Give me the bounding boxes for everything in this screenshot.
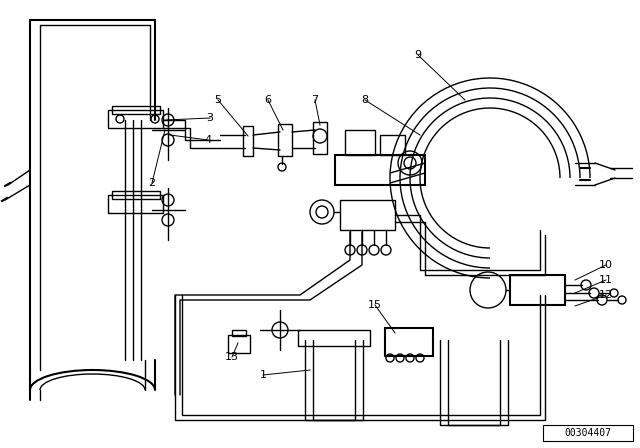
Text: 1: 1 [259, 370, 266, 380]
Text: 2: 2 [148, 178, 156, 188]
Text: 6: 6 [264, 95, 271, 105]
Text: 11: 11 [599, 275, 613, 285]
Bar [232, 330, 246, 336]
Bar [385, 328, 433, 356]
Text: 13: 13 [225, 352, 239, 362]
Bar [335, 155, 425, 185]
Text: 9: 9 [415, 50, 422, 60]
Bar [543, 425, 633, 441]
Text: 8: 8 [362, 95, 369, 105]
Text: 7: 7 [312, 95, 319, 105]
Bar [243, 126, 253, 156]
Text: 10: 10 [599, 260, 613, 270]
Text: 15: 15 [368, 300, 382, 310]
Bar [340, 200, 395, 230]
Bar [112, 106, 160, 114]
Bar [228, 335, 250, 353]
Text: 12: 12 [599, 290, 613, 300]
Bar [112, 191, 160, 199]
Bar [510, 275, 565, 305]
Bar [380, 135, 405, 155]
Bar [108, 195, 163, 213]
Bar [298, 330, 370, 346]
Text: 3: 3 [207, 113, 214, 123]
Bar [108, 110, 163, 128]
Bar [278, 124, 292, 156]
Text: 4: 4 [204, 135, 212, 145]
Text: 00304407: 00304407 [564, 428, 611, 438]
Text: 5: 5 [214, 95, 221, 105]
Bar [313, 122, 327, 154]
Bar [345, 130, 375, 155]
